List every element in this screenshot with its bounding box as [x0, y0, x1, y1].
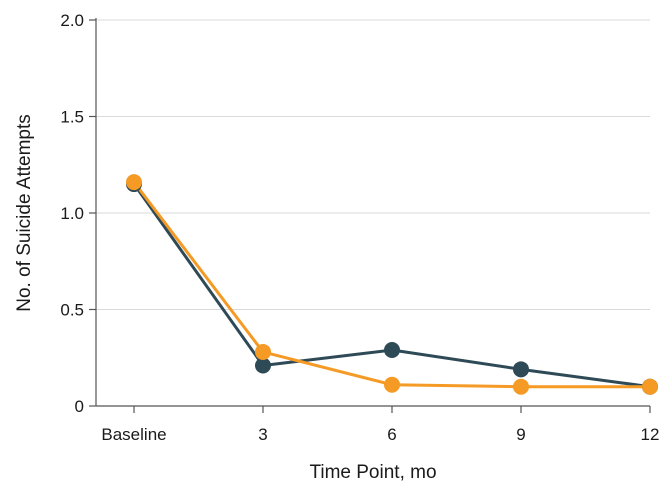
data-point-series-2 — [384, 376, 400, 393]
y-tick-label: 1.0 — [60, 204, 84, 223]
data-point-series-1 — [255, 357, 271, 374]
y-tick-label: 2.0 — [60, 11, 84, 30]
x-tick-label: 6 — [387, 425, 396, 444]
y-tick-label: 1.5 — [60, 108, 84, 127]
y-tick-label: 0 — [75, 397, 84, 416]
x-tick-label: Baseline — [101, 425, 166, 444]
x-axis-title: Time Point, mo — [309, 462, 436, 483]
axes: 0 0.5 1.0 1.5 2.0 Baseline 3 6 9 12 — [60, 11, 659, 444]
y-tick-label: 0.5 — [60, 301, 84, 320]
data-point-series-2 — [642, 378, 658, 395]
data-point-series-2 — [513, 378, 529, 395]
data-point-series-1 — [384, 342, 400, 359]
data-point-series-2 — [126, 174, 142, 191]
data-point-series-2 — [255, 343, 271, 360]
data-point-series-1 — [513, 361, 529, 378]
x-tick-label: 3 — [258, 425, 267, 444]
y-axis-title: No. of Suicide Attempts — [14, 114, 35, 312]
x-tick-label: 9 — [516, 425, 525, 444]
series-points — [126, 174, 658, 395]
gridlines — [96, 19, 650, 310]
x-tick-label: 12 — [641, 425, 660, 444]
